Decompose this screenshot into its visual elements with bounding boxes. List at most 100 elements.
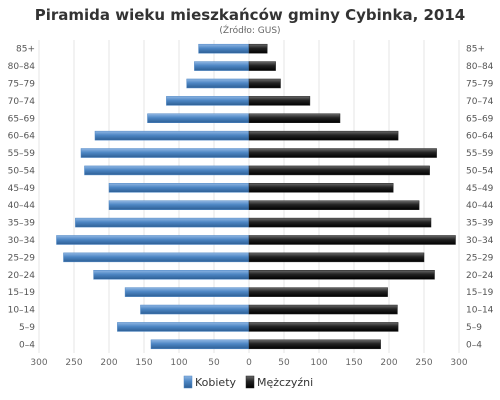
bar-mezczyzni-0[interactable] (248, 43, 268, 54)
bar-kobiety-17[interactable] (150, 339, 250, 350)
x-tick-label: 100 (310, 358, 327, 368)
bar-kobiety-9[interactable] (108, 200, 250, 210)
bar-mezczyzni-4[interactable] (248, 113, 341, 123)
bar-kobiety-11[interactable] (56, 235, 250, 245)
bar-kobiety-13[interactable] (93, 270, 250, 280)
bar-kobiety-14[interactable] (124, 287, 250, 297)
legend-item-kobiety[interactable]: Kobiety (183, 375, 237, 389)
x-tick-label: 250 (65, 358, 82, 368)
category-label-left: 55–59 (8, 149, 36, 159)
legend[interactable]: Kobiety Mężczyźni (183, 375, 313, 389)
category-label-left: 20–24 (8, 271, 36, 281)
bar-kobiety-5[interactable] (94, 130, 250, 141)
bar-mezczyzni-1[interactable] (248, 61, 276, 71)
category-label-right: 80–84 (466, 62, 494, 72)
category-label-left: 40–44 (8, 201, 36, 211)
category-labels-left: 85+ 80–84 75–79 70–74 65–69 60–64 55–59 50–54 45… (8, 45, 36, 351)
bar-kobiety-12[interactable] (63, 252, 250, 263)
bar-kobiety-15[interactable] (140, 304, 250, 315)
category-label-right: 75–79 (466, 79, 494, 89)
x-axis-ticks: 300 250 200 150 100 50 0 50 100 150 200 250 300 (30, 358, 467, 368)
category-label-left: 50–54 (8, 166, 36, 176)
category-label-left: 25–29 (8, 253, 36, 263)
x-tick-label: 0 (246, 358, 252, 368)
category-label-left: 35–39 (8, 219, 36, 229)
x-tick-label: 50 (208, 358, 220, 368)
chart-subtitle: (Źródło: GUS) (219, 24, 280, 36)
bar-mezczyzni-10[interactable] (248, 217, 432, 228)
bar-kobiety-16[interactable] (117, 322, 250, 332)
category-label-right: 10–14 (466, 306, 494, 316)
bar-mezczyzni-11[interactable] (248, 235, 456, 245)
category-label-left: 80–84 (8, 62, 36, 72)
category-label-right: 55–59 (466, 149, 494, 159)
x-tick-label: 250 (415, 358, 432, 368)
bar-kobiety-0[interactable] (198, 43, 250, 54)
bar-mezczyzni-12[interactable] (248, 252, 425, 263)
category-label-right: 65–69 (466, 114, 494, 124)
category-label-right: 60–64 (466, 132, 494, 142)
bar-mezczyzni-8[interactable] (248, 183, 394, 193)
bar-kobiety-10[interactable] (75, 217, 250, 228)
category-label-left: 70–74 (8, 97, 36, 107)
category-label-right: 15–19 (466, 288, 494, 298)
bar-mezczyzni-7[interactable] (248, 165, 430, 176)
bar-kobiety-7[interactable] (84, 165, 250, 176)
bar-mezczyzni-3[interactable] (248, 96, 311, 106)
bar-mezczyzni-17[interactable] (248, 339, 381, 350)
bar-mezczyzni-9[interactable] (248, 200, 420, 210)
category-label-left: 60–64 (8, 132, 36, 142)
category-label-right: 50–54 (466, 166, 494, 176)
category-label-left: 75–79 (8, 79, 36, 89)
category-label-left: 65–69 (8, 114, 36, 124)
grid (38, 40, 460, 353)
legend-swatch (245, 375, 255, 389)
bar-mezczyzni-13[interactable] (248, 270, 435, 280)
category-label-right: 40–44 (466, 201, 494, 211)
x-tick-label: 50 (278, 358, 290, 368)
category-label-right: 25–29 (466, 253, 494, 263)
chart-title: Piramida wieku mieszkańców gminy Cybinka… (35, 6, 466, 24)
category-label-right: 30–34 (466, 236, 494, 246)
bars (56, 43, 456, 350)
legend-swatch (183, 375, 193, 389)
category-label-left: 15–19 (8, 288, 36, 298)
legend-item-mezczyzni[interactable]: Mężczyźni (245, 375, 313, 389)
x-tick-label: 150 (345, 358, 362, 368)
bar-mezczyzni-2[interactable] (248, 78, 281, 89)
category-label-left: 85+ (16, 45, 35, 55)
bar-kobiety-3[interactable] (166, 96, 250, 106)
bar-kobiety-8[interactable] (108, 183, 250, 193)
category-label-right: 0–4 (466, 340, 482, 350)
bar-kobiety-6[interactable] (80, 148, 250, 158)
bar-mezczyzni-15[interactable] (248, 304, 398, 315)
legend-label: Mężczyźni (257, 376, 313, 389)
bar-mezczyzni-16[interactable] (248, 322, 399, 332)
x-tick-label: 100 (170, 358, 187, 368)
x-tick-label: 200 (100, 358, 117, 368)
category-label-right: 45–49 (466, 184, 494, 194)
legend-label: Kobiety (195, 376, 237, 389)
category-label-left: 5–9 (19, 323, 35, 333)
category-labels-right: 85+ 80–84 75–79 70–74 65–69 60–64 55–59 50–54 45… (466, 45, 494, 351)
bar-mezczyzni-14[interactable] (248, 287, 388, 297)
category-label-left: 45–49 (8, 184, 36, 194)
bar-kobiety-2[interactable] (186, 78, 250, 89)
x-tick-label: 300 (450, 358, 467, 368)
category-label-left: 30–34 (8, 236, 36, 246)
category-label-right: 20–24 (466, 271, 494, 281)
category-label-right: 70–74 (466, 97, 494, 107)
category-label-left: 10–14 (8, 306, 36, 316)
bar-mezczyzni-5[interactable] (248, 130, 399, 141)
bar-kobiety-1[interactable] (194, 61, 250, 71)
x-tick-label: 200 (380, 358, 397, 368)
x-tick-label: 150 (135, 358, 152, 368)
category-label-right: 35–39 (466, 219, 494, 229)
category-label-right: 5–9 (466, 323, 482, 333)
category-label-left: 0–4 (19, 340, 35, 350)
bar-mezczyzni-6[interactable] (248, 148, 437, 158)
x-tick-label: 300 (30, 358, 47, 368)
bar-kobiety-4[interactable] (147, 113, 250, 123)
